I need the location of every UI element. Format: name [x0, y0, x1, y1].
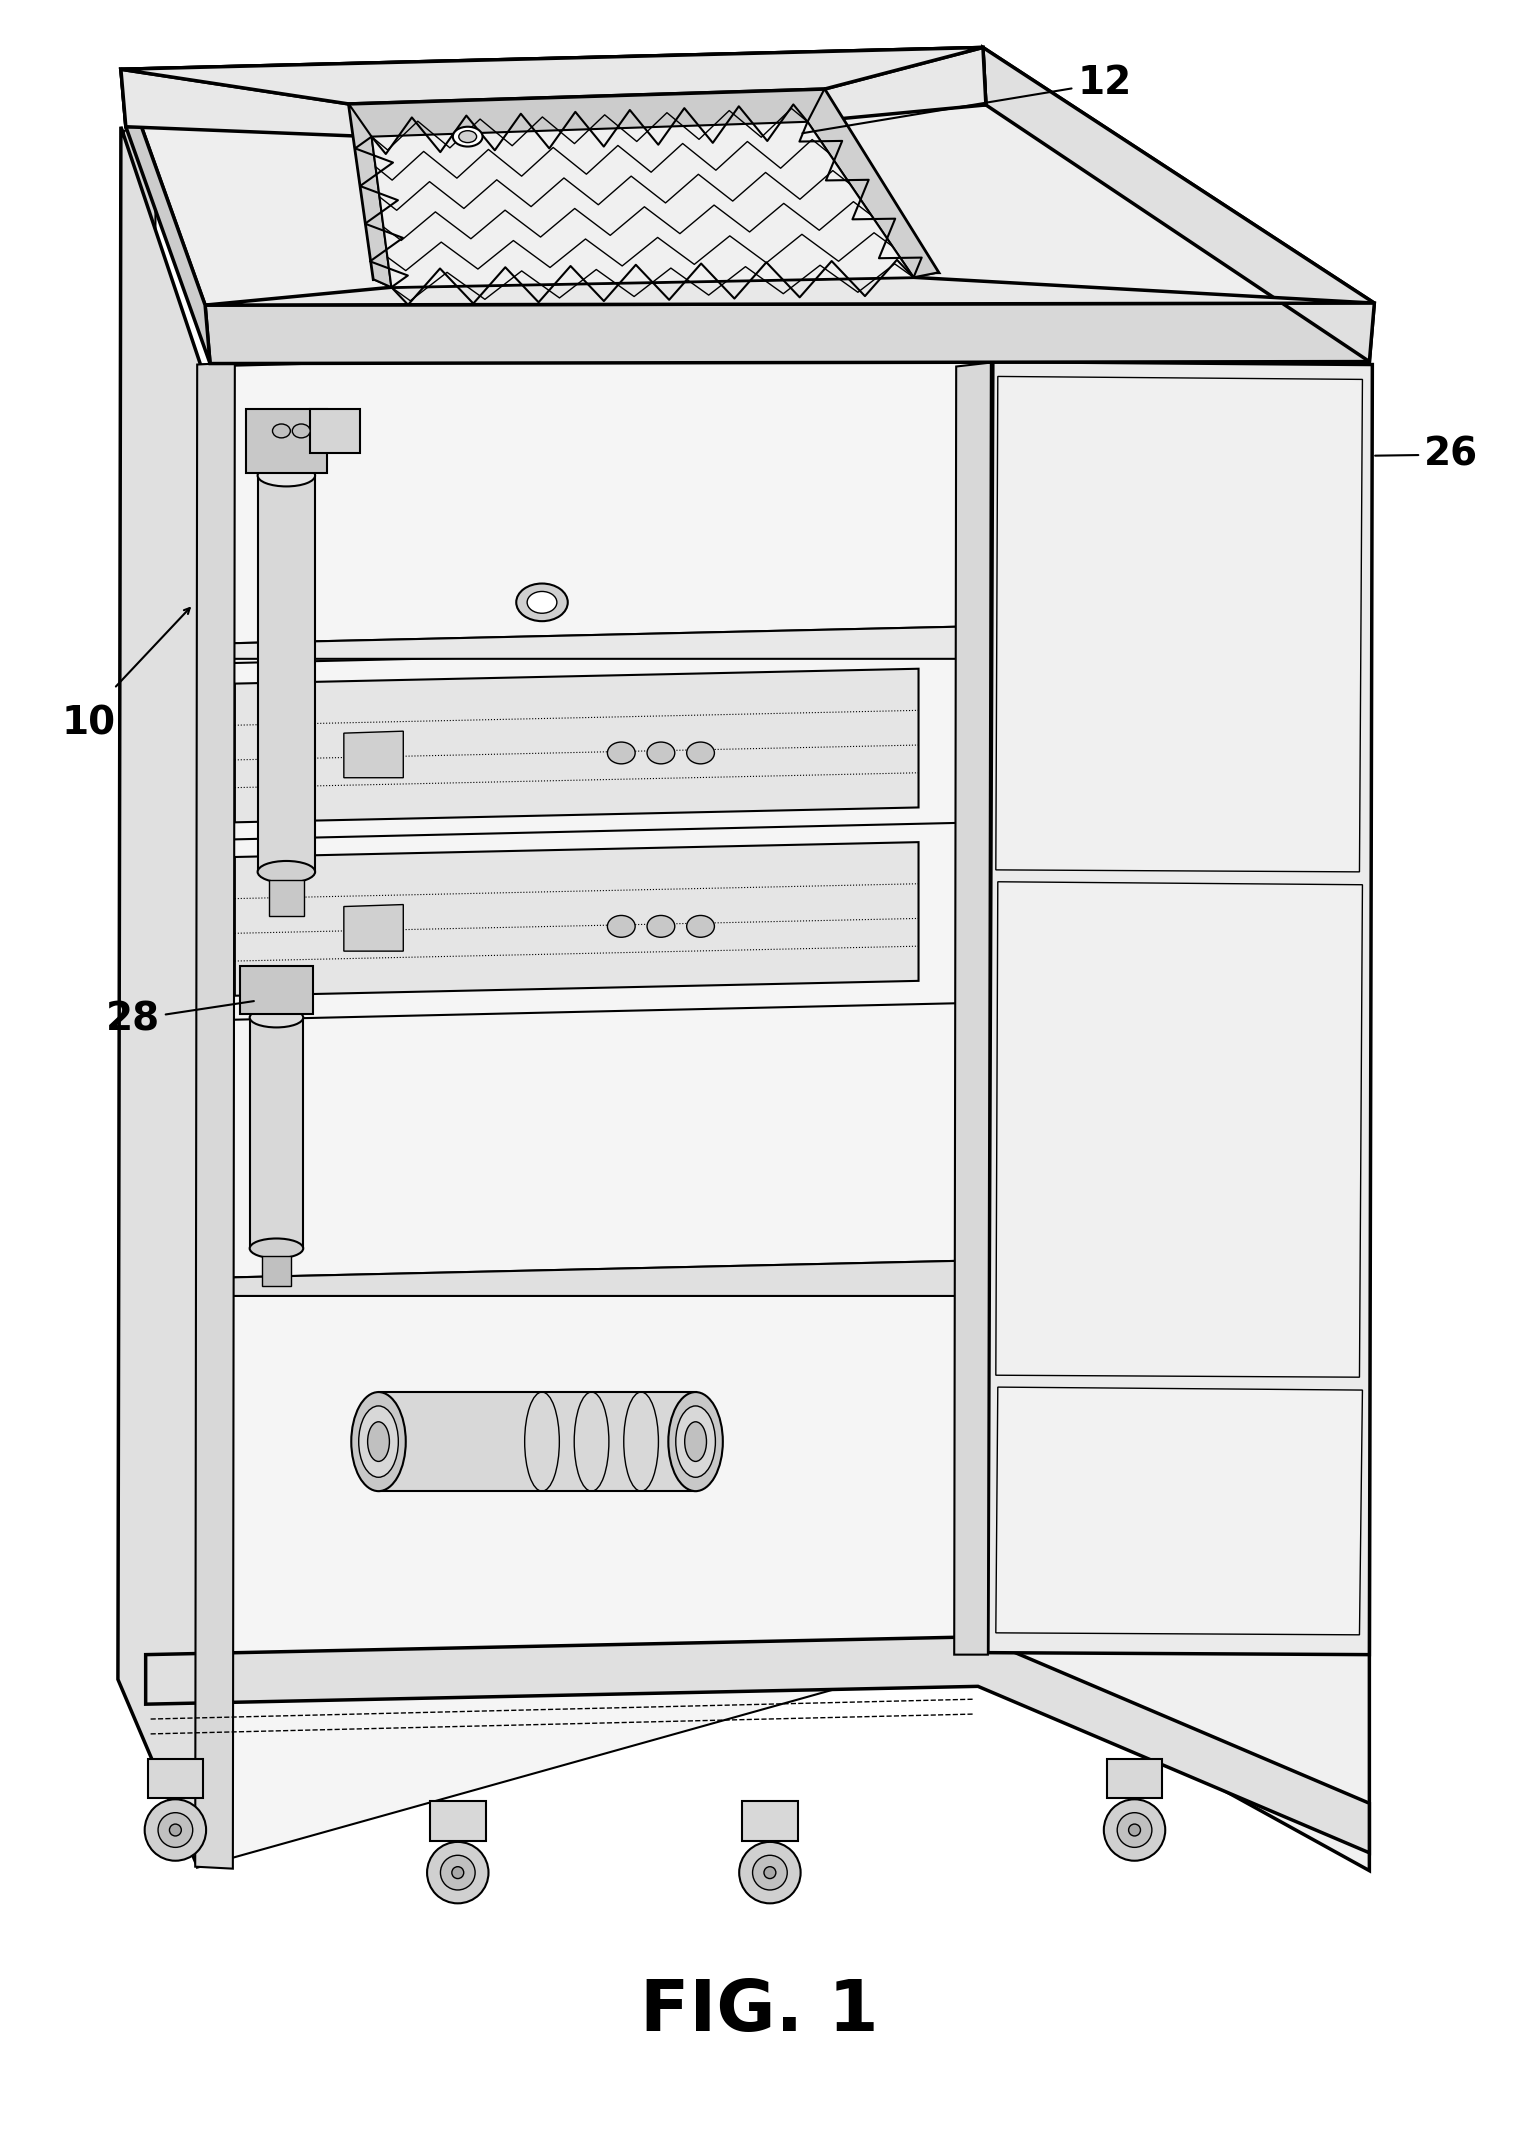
- Ellipse shape: [258, 464, 314, 487]
- Polygon shape: [118, 127, 201, 1866]
- Ellipse shape: [740, 1842, 801, 1904]
- Ellipse shape: [451, 1866, 463, 1879]
- Polygon shape: [122, 47, 986, 127]
- Polygon shape: [196, 363, 235, 1868]
- Polygon shape: [978, 105, 1369, 1870]
- Ellipse shape: [687, 743, 714, 764]
- Polygon shape: [996, 376, 1363, 872]
- Polygon shape: [743, 1801, 797, 1840]
- Ellipse shape: [687, 915, 714, 938]
- Polygon shape: [1107, 1758, 1162, 1799]
- Ellipse shape: [608, 743, 635, 764]
- Ellipse shape: [292, 423, 310, 438]
- Text: 26: 26: [1375, 436, 1478, 474]
- Polygon shape: [146, 1636, 1369, 1853]
- Ellipse shape: [1116, 1812, 1151, 1846]
- Polygon shape: [378, 1391, 696, 1492]
- Ellipse shape: [1129, 1825, 1141, 1836]
- Ellipse shape: [764, 1866, 776, 1879]
- Polygon shape: [122, 69, 210, 363]
- Ellipse shape: [170, 1825, 181, 1836]
- Ellipse shape: [368, 1421, 389, 1462]
- Polygon shape: [240, 966, 313, 1013]
- Polygon shape: [808, 88, 939, 277]
- Text: FIG. 1: FIG. 1: [639, 1977, 878, 2046]
- Polygon shape: [372, 122, 913, 288]
- Ellipse shape: [647, 915, 674, 938]
- Ellipse shape: [358, 1406, 398, 1477]
- Polygon shape: [126, 651, 201, 676]
- Polygon shape: [954, 363, 990, 1655]
- Ellipse shape: [459, 131, 477, 142]
- Polygon shape: [996, 882, 1363, 1376]
- Polygon shape: [374, 273, 939, 288]
- Ellipse shape: [249, 1239, 304, 1258]
- Polygon shape: [996, 1387, 1363, 1634]
- Polygon shape: [258, 474, 314, 872]
- Ellipse shape: [676, 1406, 715, 1477]
- Polygon shape: [201, 1260, 983, 1297]
- Text: 10: 10: [61, 704, 115, 743]
- Ellipse shape: [647, 743, 674, 764]
- Polygon shape: [808, 47, 986, 122]
- Polygon shape: [430, 1801, 486, 1840]
- Polygon shape: [126, 1028, 201, 1052]
- Polygon shape: [122, 47, 1375, 305]
- Polygon shape: [197, 346, 983, 1868]
- Polygon shape: [201, 627, 983, 659]
- Polygon shape: [235, 668, 919, 822]
- Polygon shape: [310, 410, 360, 453]
- Ellipse shape: [516, 584, 568, 620]
- Ellipse shape: [258, 861, 314, 882]
- Ellipse shape: [527, 590, 557, 614]
- Polygon shape: [349, 103, 392, 288]
- Polygon shape: [249, 1018, 304, 1247]
- Polygon shape: [349, 88, 939, 279]
- Ellipse shape: [608, 915, 635, 938]
- Polygon shape: [126, 1280, 201, 1305]
- Polygon shape: [343, 904, 403, 951]
- Polygon shape: [205, 277, 1375, 305]
- Polygon shape: [261, 1256, 292, 1286]
- Ellipse shape: [685, 1421, 706, 1462]
- Ellipse shape: [144, 1799, 207, 1861]
- Polygon shape: [126, 492, 201, 517]
- Polygon shape: [235, 842, 919, 996]
- Ellipse shape: [249, 1007, 304, 1028]
- Ellipse shape: [441, 1855, 475, 1889]
- Polygon shape: [122, 47, 983, 103]
- Ellipse shape: [158, 1812, 193, 1846]
- Text: 28: 28: [106, 1001, 254, 1039]
- Polygon shape: [246, 410, 327, 472]
- Polygon shape: [122, 129, 155, 1683]
- Ellipse shape: [752, 1855, 787, 1889]
- Polygon shape: [122, 69, 372, 137]
- Ellipse shape: [272, 423, 290, 438]
- Polygon shape: [983, 47, 1375, 361]
- Ellipse shape: [453, 127, 483, 146]
- Polygon shape: [343, 732, 403, 777]
- Text: 12: 12: [802, 64, 1132, 133]
- Polygon shape: [205, 303, 1375, 363]
- Ellipse shape: [1104, 1799, 1165, 1861]
- Polygon shape: [269, 880, 304, 917]
- Polygon shape: [147, 1758, 204, 1799]
- Ellipse shape: [668, 1391, 723, 1492]
- Ellipse shape: [427, 1842, 489, 1904]
- Ellipse shape: [351, 1391, 406, 1492]
- Polygon shape: [987, 361, 1372, 1655]
